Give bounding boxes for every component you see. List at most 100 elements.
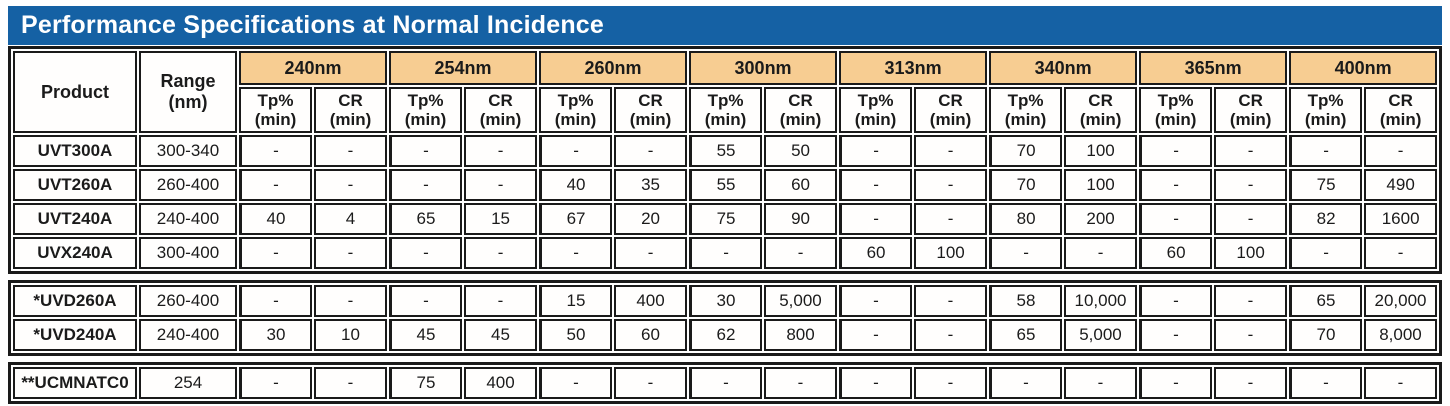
product-cell: UVT260A (13, 169, 137, 201)
value-cell: - (1214, 169, 1288, 201)
value-cell: - (314, 237, 388, 269)
range-column-header: Range (nm) (139, 51, 237, 133)
value-cell: - (614, 135, 688, 167)
range-cell: 300-340 (139, 135, 237, 167)
value-cell: 90 (764, 203, 838, 235)
value-cell: - (314, 285, 387, 317)
value-cell: - (614, 367, 687, 399)
cr-label: CR (938, 91, 963, 110)
value-cell: - (389, 285, 462, 317)
value-cell: - (839, 203, 913, 235)
tp-label: Tp% (707, 91, 744, 110)
min-label: (min) (404, 110, 447, 129)
value-cell: 50 (539, 319, 612, 351)
cr-min-subheader: CR (min) (464, 87, 538, 133)
cr-label: CR (1088, 91, 1113, 110)
value-cell: 75 (689, 203, 763, 235)
value-cell: 10 (314, 319, 387, 351)
header-row-wavelengths: Product Range (nm) 240nm 254nm 260nm 300nm 313n… (13, 51, 1438, 133)
cr-label: CR (338, 91, 363, 110)
value-cell: - (1289, 135, 1363, 167)
value-cell: 8,000 (1364, 319, 1437, 351)
value-cell: - (539, 237, 613, 269)
value-cell: 15 (464, 203, 538, 235)
value-cell: - (1139, 319, 1212, 351)
value-cell: - (1289, 237, 1363, 269)
table-row: UVT240A 240-400 40 4 65 15 67 20 75 90- -80 200- -82… (13, 203, 1438, 235)
cr-min-subheader: CR (min) (1214, 87, 1288, 133)
value-cell: - (1139, 285, 1212, 317)
value-cell: - (914, 367, 987, 399)
product-cell: *UVD240A (13, 319, 137, 351)
spec-table-body-uvt: UVT300A 300-340- - - - - -55 50- -70 100- - - - UVT26… (13, 135, 1438, 269)
product-cell: UVX240A (13, 237, 137, 269)
wavelength-column-header: 340nm (989, 51, 1138, 85)
tp-label: Tp% (407, 91, 444, 110)
value-cell: - (1139, 367, 1212, 399)
min-label: (min) (854, 110, 897, 129)
value-cell: 70 (989, 169, 1063, 201)
value-cell: - (314, 367, 387, 399)
value-cell: 62 (689, 319, 762, 351)
value-cell: 5,000 (764, 285, 837, 317)
header-row-subcolumns: Tp% (min) CR (min) Tp% (min) CR (min) Tp% (min) CR… (13, 87, 1438, 133)
value-cell: 65 (989, 319, 1062, 351)
value-cell: 400 (614, 285, 687, 317)
value-cell: 58 (989, 285, 1062, 317)
title-bar: Performance Specifications at Normal Inc… (8, 6, 1442, 45)
value-cell: 45 (464, 319, 537, 351)
value-cell: 80 (989, 203, 1063, 235)
value-cell: - (314, 169, 388, 201)
value-cell: - (389, 135, 463, 167)
min-label: (min) (1379, 110, 1422, 129)
value-cell: 55 (689, 169, 763, 201)
wavelength-column-header: 260nm (539, 51, 688, 85)
range-header-line1: Range (160, 71, 216, 91)
tp-label: Tp% (257, 91, 294, 110)
value-cell: - (539, 135, 613, 167)
value-cell: 40 (539, 169, 613, 201)
min-label: (min) (329, 110, 372, 129)
value-cell: - (1139, 135, 1213, 167)
value-cell: - (914, 319, 987, 351)
value-cell: 65 (389, 203, 463, 235)
product-cell: *UVD260A (13, 285, 137, 317)
value-cell: - (989, 367, 1062, 399)
value-cell: - (839, 367, 912, 399)
tp-min-subheader: Tp% (min) (989, 87, 1063, 133)
value-cell: - (1364, 367, 1437, 399)
value-cell: 60 (614, 319, 687, 351)
value-cell: - (239, 285, 312, 317)
value-cell: 70 (989, 135, 1063, 167)
value-cell: 20 (614, 203, 688, 235)
tp-min-subheader: Tp% (min) (1289, 87, 1363, 133)
value-cell: - (314, 135, 388, 167)
value-cell: - (839, 319, 912, 351)
value-cell: - (539, 367, 612, 399)
value-cell: - (389, 169, 463, 201)
value-cell: - (764, 237, 838, 269)
value-cell: 82 (1289, 203, 1363, 235)
min-label: (min) (929, 110, 972, 129)
tp-label: Tp% (857, 91, 894, 110)
value-cell: - (1214, 319, 1287, 351)
value-cell: 67 (539, 203, 613, 235)
value-cell: 50 (764, 135, 838, 167)
cr-min-subheader: CR (min) (1364, 87, 1438, 133)
value-cell: - (614, 237, 688, 269)
value-cell: - (239, 169, 312, 201)
tp-label: Tp% (1307, 91, 1344, 110)
range-cell: 240-400 (139, 319, 237, 351)
table-row: UVX240A 300-400- - - - - - - -60 100- -60 100- - (13, 237, 1438, 269)
value-cell: 100 (1064, 135, 1138, 167)
min-label: (min) (1229, 110, 1272, 129)
value-cell: - (1214, 285, 1287, 317)
value-cell: - (464, 285, 537, 317)
value-cell: 40 (239, 203, 312, 235)
spec-table-body-uvd: *UVD260A 260-400- - - -15 400 30 5,000- -58 10,00… (13, 285, 1437, 351)
value-cell: 20,000 (1364, 285, 1437, 317)
spec-table-main: Product Range (nm) 240nm 254nm 260nm 300nm 313n… (8, 46, 1443, 274)
cr-min-subheader: CR (min) (614, 87, 688, 133)
value-cell: 10,000 (1064, 285, 1137, 317)
value-cell: 55 (689, 135, 763, 167)
